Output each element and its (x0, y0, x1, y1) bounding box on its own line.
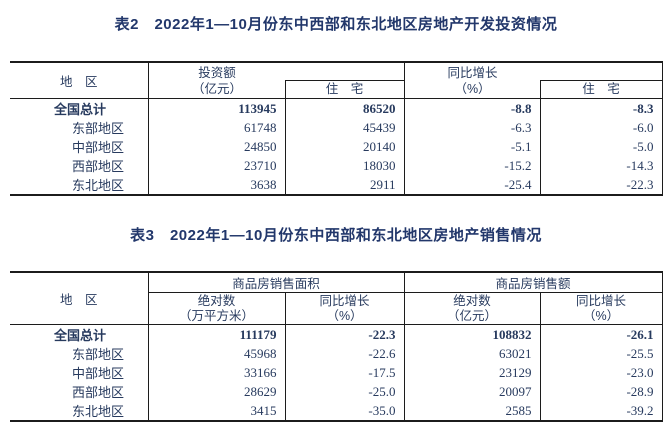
yoy-label-line2: （%） (582, 308, 620, 323)
yoy-residential-cell: -6.0 (539, 118, 663, 137)
investment-cell: 61748 (147, 118, 285, 137)
table2-header-investment-group: 投资额 （亿元） 住 宅 (147, 62, 404, 99)
table3-header-area-absolute: 绝对数 （万平方米） (147, 292, 285, 325)
sales-area-cell: 33166 (147, 363, 285, 382)
sales-value-yoy-cell: -28.9 (539, 382, 663, 401)
investment-cell: 3638 (147, 175, 285, 195)
investment-cell: 24850 (147, 137, 285, 156)
investment-label-line1: 投资额 (198, 65, 236, 80)
yoy-label-line1: 同比增长 (447, 65, 498, 80)
sales-value-yoy-cell: -25.5 (539, 344, 663, 363)
table2-header-yoy-residential-sub: 住 宅 (539, 80, 662, 98)
yoy-label-line2: （%） (326, 308, 363, 323)
yoy-residential-cell: -22.3 (539, 175, 663, 195)
table-row: 东北地区 3638 2911 -25.4 -22.3 (10, 175, 663, 195)
region-cell: 中部地区 (72, 140, 125, 155)
region-cell: 全国总计 (54, 102, 107, 117)
table-row: 全国总计 113945 86520 -8.8 -8.3 (10, 98, 663, 118)
region-cell: 东北地区 (72, 178, 125, 193)
sales-area-yoy-cell: -22.6 (284, 344, 405, 363)
yoy-group-wrap: 同比增长 （%） 住 宅 (405, 63, 662, 98)
sales-area-cell: 3415 (147, 401, 285, 421)
sales-area-yoy-cell: -22.3 (284, 324, 405, 344)
table2-real-estate-investment: 地 区 投资额 （亿元） 住 宅 同比 (10, 61, 663, 196)
table3-header-value-yoy: 同比增长 （%） (539, 292, 663, 325)
table3-header-row-1: 地 区 商品房销售面积 商品房销售额 (10, 272, 663, 325)
residential-cell: 86520 (284, 98, 404, 118)
sales-value-yoy-cell: -23.0 (539, 363, 663, 382)
table2-header-row: 地 区 投资额 （亿元） 住 宅 同比 (10, 62, 663, 99)
sales-value-cell: 108832 (403, 324, 541, 344)
sales-area-cell: 45968 (147, 344, 285, 363)
table3-header-value-absolute: 绝对数 （亿元） (403, 292, 541, 325)
yoy-residential-cell: -5.0 (539, 137, 663, 156)
residential-label: 住 宅 (582, 82, 620, 96)
yoy-residential-cell: -8.3 (539, 98, 663, 118)
region-cell: 东部地区 (72, 347, 125, 362)
table3-header-sales-value-group: 商品房销售额 (403, 272, 663, 293)
sales-value-cell: 23129 (403, 363, 541, 382)
absolute-label-line1: 绝对数 (197, 293, 236, 308)
table3-header-area-yoy: 同比增长 （%） (284, 292, 405, 325)
residential-cell: 20140 (284, 137, 404, 156)
table2-header-investment-amount: 投资额 （亿元） (149, 63, 286, 98)
sales-area-cell: 111179 (147, 324, 285, 344)
table3-title: 表3 2022年1—10月份东中西部和东北地区房地产销售情况 (130, 227, 542, 244)
sales-area-yoy-cell: -17.5 (284, 363, 405, 382)
investment-cell: 23710 (147, 156, 285, 175)
yoy-cell: -15.2 (403, 156, 540, 175)
table2-header-region: 地 区 (10, 62, 148, 99)
yoy-cell: -25.4 (403, 175, 540, 195)
investment-cell: 113945 (147, 98, 285, 118)
table-row: 西部地区 23710 18030 -15.2 -14.3 (10, 156, 663, 175)
yoy-cell: -5.1 (403, 137, 540, 156)
table3-header-region: 地 区 (10, 272, 148, 325)
region-cell: 全国总计 (54, 328, 107, 343)
region-cell: 中部地区 (72, 366, 125, 381)
table2-title: 表2 2022年1—10月份东中西部和东北地区房地产开发投资情况 (114, 16, 558, 33)
table-row: 中部地区 24850 20140 -5.1 -5.0 (10, 137, 663, 156)
residential-cell: 2911 (284, 175, 404, 195)
absolute-value-unit: （亿元） (447, 308, 498, 323)
table-row: 中部地区 33166 -17.5 23129 -23.0 (10, 363, 663, 382)
investment-label-line2: （亿元） (191, 81, 242, 96)
residential-label: 住 宅 (325, 82, 364, 96)
yoy-cell: -8.8 (403, 98, 540, 118)
yoy-label-line2: （%） (454, 81, 491, 96)
sales-value-cell: 20097 (403, 382, 541, 401)
residential-cell: 45439 (284, 118, 404, 137)
yoy-label-line1: 同比增长 (576, 293, 627, 308)
table-row: 东北地区 3415 -35.0 2585 -39.2 (10, 401, 663, 421)
yoy-label-line1: 同比增长 (319, 293, 370, 308)
residential-cell: 18030 (284, 156, 404, 175)
table2-header-yoy-growth: 同比增长 （%） (405, 63, 541, 98)
table2-header-residential-sub: 住 宅 (284, 80, 404, 98)
table-row: 东部地区 61748 45439 -6.3 -6.0 (10, 118, 663, 137)
region-cell: 东部地区 (72, 121, 125, 136)
table-row: 西部地区 28629 -25.0 20097 -28.9 (10, 382, 663, 401)
yoy-residential-cell: -14.3 (539, 156, 663, 175)
table3-real-estate-sales: 地 区 商品房销售面积 商品房销售额 绝对数 （万平方米） 同比增长 （%） 绝… (10, 271, 663, 422)
table3-header-sales-area-group: 商品房销售面积 (147, 272, 405, 293)
sales-area-cell: 28629 (147, 382, 285, 401)
sales-value-yoy-cell: -39.2 (539, 401, 663, 421)
sales-value-yoy-cell: -26.1 (539, 324, 663, 344)
sales-area-yoy-cell: -25.0 (284, 382, 405, 401)
table-row: 全国总计 111179 -22.3 108832 -26.1 (10, 324, 663, 344)
absolute-area-unit: （万平方米） (178, 308, 254, 323)
table-row: 东部地区 45968 -22.6 63021 -25.5 (10, 344, 663, 363)
region-cell: 西部地区 (72, 159, 125, 174)
table3-header-row-2: 绝对数 （万平方米） 同比增长 （%） 绝对数 （亿元） 同比增长 （%） (10, 292, 663, 325)
region-cell: 西部地区 (72, 385, 125, 400)
absolute-label-line1: 绝对数 (453, 293, 491, 308)
yoy-cell: -6.3 (403, 118, 540, 137)
sales-area-yoy-cell: -35.0 (284, 401, 405, 421)
investment-group-wrap: 投资额 （亿元） 住 宅 (149, 63, 404, 98)
sales-value-cell: 63021 (403, 344, 541, 363)
sales-value-cell: 2585 (403, 401, 541, 421)
region-cell: 东北地区 (72, 404, 125, 419)
table2-header-yoy-group: 同比增长 （%） 住 宅 (403, 62, 663, 99)
